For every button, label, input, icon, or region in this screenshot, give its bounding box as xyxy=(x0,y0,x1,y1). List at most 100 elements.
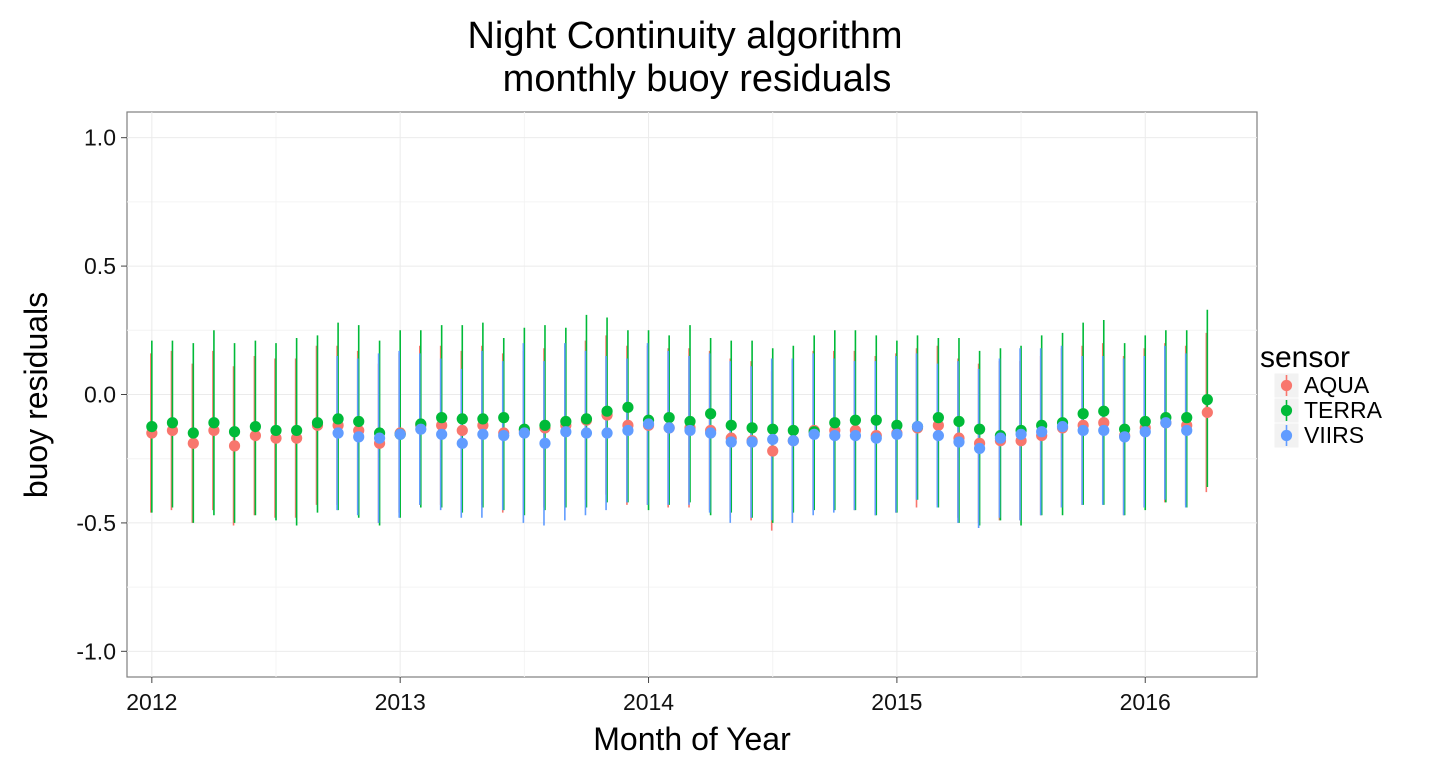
terra-point xyxy=(1098,405,1110,417)
terra-point xyxy=(705,408,717,420)
aqua-point xyxy=(291,432,303,444)
terra-point xyxy=(249,421,261,433)
data-points xyxy=(146,394,1213,457)
viirs-point xyxy=(1139,426,1151,438)
y-tick-label: 0.0 xyxy=(84,382,116,408)
terra-point xyxy=(1139,415,1151,428)
terra-point xyxy=(146,421,158,433)
viirs-point xyxy=(1119,431,1131,443)
viirs-point xyxy=(477,428,489,440)
viirs-point xyxy=(642,418,655,430)
viirs-point xyxy=(870,432,882,444)
x-tick-label: 2016 xyxy=(1120,689,1171,715)
aqua-point xyxy=(767,445,779,457)
aqua-legend-label: AQUA xyxy=(1304,372,1370,398)
terra-point xyxy=(187,427,199,439)
x-axis-title: Month of Year xyxy=(593,721,791,757)
viirs-point xyxy=(1160,417,1172,429)
aqua-point xyxy=(166,424,179,437)
terra-point xyxy=(332,413,344,425)
terra-legend-point xyxy=(1280,404,1293,417)
viirs-point xyxy=(808,428,820,440)
x-tick-label: 2015 xyxy=(871,689,922,715)
terra-point xyxy=(1119,423,1131,435)
viirs-point xyxy=(1098,424,1110,437)
viirs-point xyxy=(1181,424,1193,437)
viirs-point xyxy=(1056,421,1069,433)
aqua-point xyxy=(436,419,448,431)
aqua-point xyxy=(187,437,199,449)
y-tick-label: 1.0 xyxy=(84,125,116,151)
viirs-point xyxy=(994,432,1007,444)
viirs-point xyxy=(787,435,799,447)
terra-point xyxy=(870,414,882,426)
chart-title-line-2: monthly buoy residuals xyxy=(503,58,892,100)
viirs-point xyxy=(518,427,530,439)
terra-point xyxy=(622,401,634,413)
viirs-point xyxy=(353,431,365,443)
y-axis-title: buoy residuals xyxy=(18,292,54,498)
viirs-point xyxy=(539,437,551,449)
terra-point xyxy=(787,424,799,437)
viirs-legend-point xyxy=(1280,429,1293,442)
terra-point xyxy=(311,417,324,429)
y-tick-label: -1.0 xyxy=(76,638,116,664)
viirs-point xyxy=(953,436,965,448)
aqua-point xyxy=(456,424,468,437)
terra-point xyxy=(746,422,758,434)
viirs-point xyxy=(767,433,779,446)
terra-point xyxy=(228,426,241,438)
terra-point xyxy=(270,424,282,437)
aqua-point xyxy=(249,429,261,442)
viirs-point xyxy=(373,432,386,444)
viirs-point xyxy=(332,427,344,439)
viirs-point xyxy=(1015,428,1027,440)
terra-point xyxy=(456,413,468,425)
viirs-point xyxy=(663,422,675,434)
viirs-point xyxy=(684,424,696,437)
terra-point xyxy=(477,413,489,425)
legend-title: sensor xyxy=(1260,341,1350,374)
terra-point xyxy=(891,419,903,431)
viirs-point xyxy=(580,427,593,439)
terra-point xyxy=(560,415,572,428)
aqua-point xyxy=(208,424,220,437)
x-tick-label: 2013 xyxy=(375,689,426,715)
terra-point xyxy=(539,419,551,431)
aqua-legend-point xyxy=(1280,379,1293,392)
viirs-point xyxy=(415,423,427,435)
viirs-point xyxy=(1077,424,1089,437)
viirs-point xyxy=(891,428,903,440)
terra-point xyxy=(166,417,179,429)
terra-point xyxy=(973,423,986,435)
terra-point xyxy=(498,412,510,424)
terra-point xyxy=(1201,394,1213,406)
terra-point xyxy=(932,412,944,424)
viirs-point xyxy=(911,421,924,433)
aqua-point xyxy=(228,440,241,452)
x-tick-label: 2012 xyxy=(126,689,177,715)
chart-title-line-1: Night Continuity algorithm xyxy=(467,15,902,57)
terra-point xyxy=(767,423,779,435)
terra-point xyxy=(829,417,841,429)
viirs-point xyxy=(746,436,758,448)
viirs-legend-label: VIIRS xyxy=(1304,422,1364,448)
viirs-point xyxy=(456,437,468,449)
viirs-point xyxy=(849,429,862,442)
terra-point xyxy=(208,417,220,429)
viirs-point xyxy=(498,429,510,442)
viirs-point xyxy=(436,428,448,440)
aqua-point xyxy=(932,419,944,431)
aqua-point xyxy=(1201,406,1213,419)
terra-point xyxy=(580,413,593,425)
viirs-point xyxy=(829,429,841,442)
aqua-point xyxy=(1098,417,1110,429)
x-tick-label: 2014 xyxy=(623,689,674,715)
terra-point xyxy=(291,424,303,437)
viirs-point xyxy=(560,426,572,438)
terra-point xyxy=(684,415,696,428)
terra-point xyxy=(953,415,965,428)
viirs-point xyxy=(725,436,737,448)
